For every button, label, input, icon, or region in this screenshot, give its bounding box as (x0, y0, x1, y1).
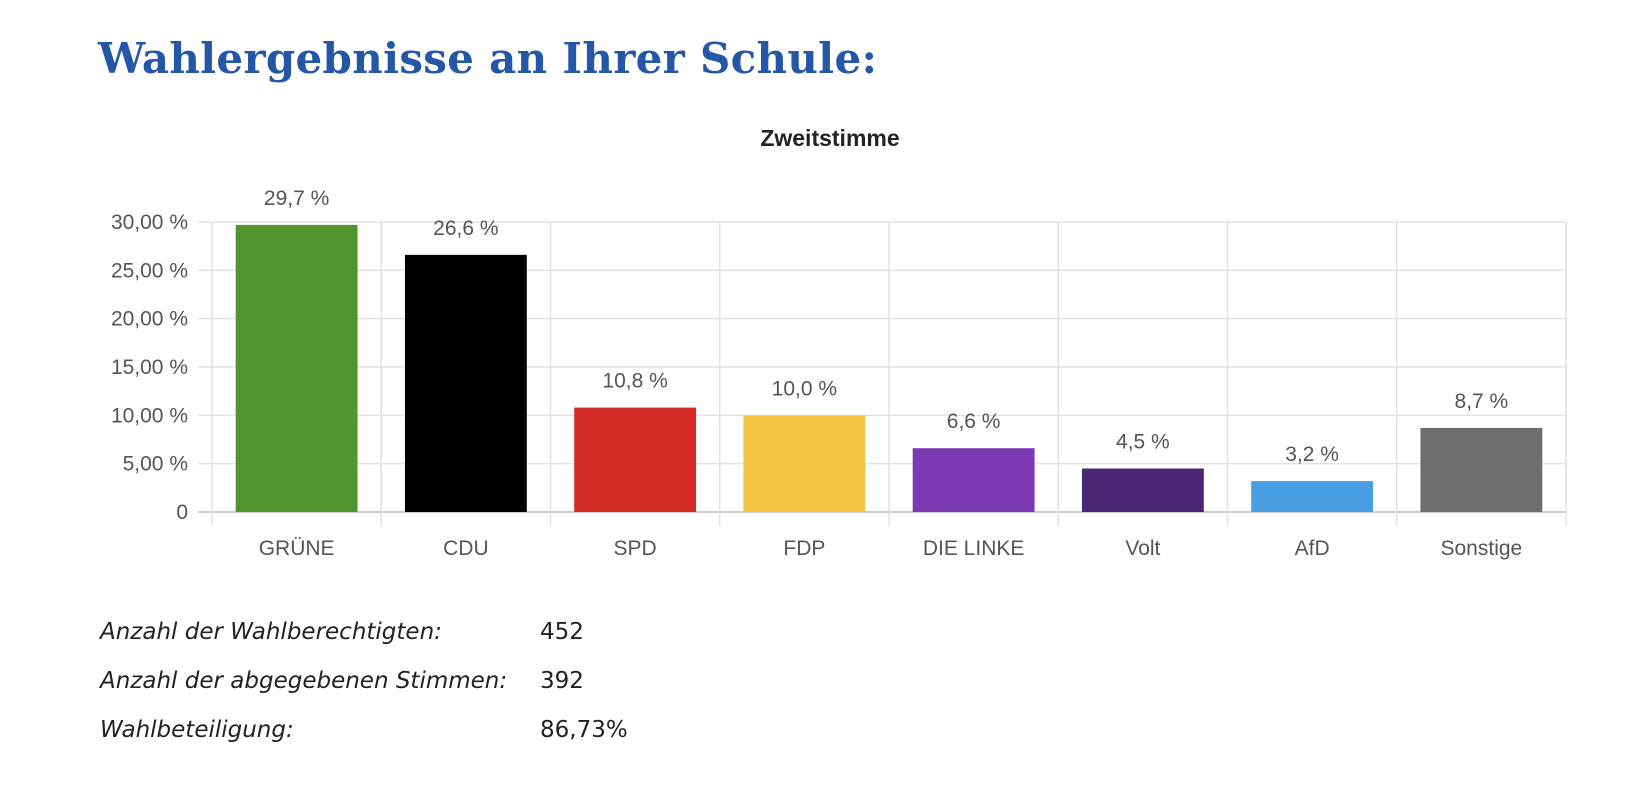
stat-label: Anzahl der Wahlberechtigten: (100, 618, 442, 645)
stat-row-turnout: Wahlbeteiligung: 86,73% (100, 705, 628, 754)
y-axis: 0 5,00 % 10,00 % 15,00 % 20,00 % 25,00 % 30,00… (111, 211, 188, 524)
x-tick-label: DIE LINKE (923, 537, 1025, 560)
stat-value: 392 (540, 667, 584, 694)
stat-value: 86,73% (540, 716, 628, 743)
data-label: 29,7 % (264, 187, 329, 210)
y-tick-label: 30,00 % (111, 211, 188, 234)
bar-grüne[interactable] (235, 224, 358, 512)
bar-spd[interactable] (574, 407, 697, 512)
bar-fdp[interactable] (743, 415, 866, 512)
x-tick-label: GRÜNE (259, 537, 335, 560)
bars: 29,7 % 26,6 % 10,8 % 10,0 % 6,6 % 4,5 % 3,2 % 8… (235, 187, 1543, 513)
data-label: 3,2 % (1285, 443, 1339, 466)
bar-cdu[interactable] (404, 254, 527, 512)
x-tick-label: SPD (614, 537, 657, 560)
stat-label: Wahlbeteiligung: (100, 716, 294, 743)
x-tick-label: FDP (783, 537, 825, 560)
bar-volt[interactable] (1081, 468, 1204, 513)
data-label: 8,7 % (1455, 390, 1509, 413)
stat-row-eligible-voters: Anzahl der Wahlberechtigten: 452 (100, 607, 628, 656)
bar-chart: Zweitstimme 0 5,00 % 10,00 % 15,00 % 20,00 %… (111, 125, 1567, 560)
election-stats: Anzahl der Wahlberechtigten: 452 Anzahl … (100, 607, 628, 754)
y-tick-label: 15,00 % (111, 356, 188, 379)
data-label: 10,0 % (772, 377, 837, 400)
stat-label: Anzahl der abgegebenen Stimmen: (100, 667, 508, 694)
x-tick-label: Volt (1125, 537, 1160, 560)
data-label: 4,5 % (1116, 431, 1170, 454)
x-tick-label: AfD (1295, 537, 1330, 560)
data-label: 26,6 % (433, 217, 498, 240)
stat-row-votes-cast: Anzahl der abgegebenen Stimmen: 392 (100, 656, 628, 705)
bar-afd[interactable] (1251, 481, 1374, 512)
x-tick-label: CDU (443, 537, 489, 560)
y-tick-label: 0 (176, 501, 188, 524)
grid (198, 221, 1567, 526)
y-tick-label: 10,00 % (111, 404, 188, 427)
bar-die-linke[interactable] (912, 448, 1035, 512)
x-axis: GRÜNE CDU SPD FDP DIE LINKE Volt AfD Sonstige (259, 537, 1523, 560)
x-tick-label: Sonstige (1441, 537, 1523, 560)
bar-sonstige[interactable] (1420, 427, 1543, 512)
chart-title: Zweitstimme (760, 125, 899, 151)
page-title: Wahlergebnisse an Ihrer Schule: (98, 34, 878, 83)
y-tick-label: 5,00 % (123, 453, 188, 476)
y-tick-label: 20,00 % (111, 308, 188, 331)
stat-value: 452 (540, 618, 584, 645)
data-label: 10,8 % (602, 370, 667, 393)
data-label: 6,6 % (947, 410, 1001, 433)
y-tick-label: 25,00 % (111, 259, 188, 282)
